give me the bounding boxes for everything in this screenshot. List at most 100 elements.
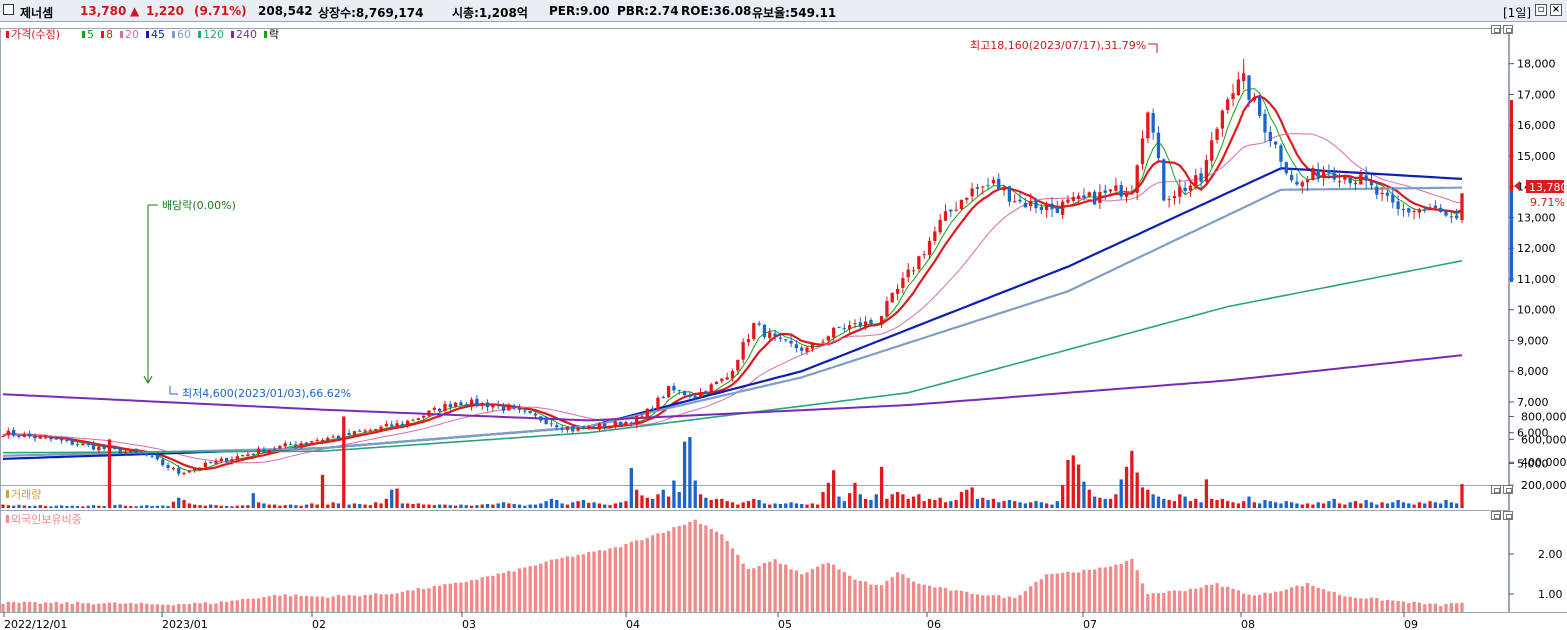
candle-body (283, 443, 287, 447)
dividend-annotation: 배당락(0.00%) (162, 199, 236, 212)
volume-bar (773, 503, 777, 508)
volume-bar (1050, 504, 1054, 508)
candle-body (1210, 140, 1214, 161)
x-tick-label: 04 (626, 618, 640, 630)
volume-bar (214, 505, 218, 508)
candle-body (1023, 202, 1028, 208)
window-restore-icon[interactable]: ▫ (1535, 4, 1547, 16)
range-bar-up (1510, 100, 1513, 192)
foreign-bar (6, 601, 10, 612)
foreign-bar (693, 519, 697, 612)
foreign-bar (134, 603, 138, 612)
candle-body (1103, 190, 1107, 193)
foreign-bar (789, 569, 793, 612)
volume-bar (757, 499, 761, 508)
volume-bar (879, 466, 884, 508)
select-checkbox[interactable] (3, 4, 14, 15)
price-change-pct: (9.71%) (194, 4, 247, 18)
candle-body (1449, 216, 1454, 218)
x-tick-label: 2023/01 (162, 618, 208, 630)
foreign-bar (294, 594, 298, 612)
foreign-bar (608, 548, 612, 612)
volume-bar (528, 504, 532, 508)
roe-value: ROE:36.08 (681, 4, 752, 18)
price-pane-maximize-icon[interactable] (1491, 25, 1501, 34)
foreign-bar (320, 596, 325, 612)
foreign-bar (161, 604, 165, 612)
candle-body (730, 370, 735, 379)
foreign-bar (730, 548, 735, 612)
volume-bar (448, 505, 452, 508)
foreign-bar (459, 582, 463, 612)
window-close-icon[interactable]: × (1550, 4, 1562, 16)
candle-body (171, 468, 176, 470)
volume-bar (251, 493, 255, 508)
volume-bar (1215, 499, 1219, 508)
foreign-bar (1023, 591, 1028, 612)
foreign-bar (587, 552, 591, 612)
foreign-bar (315, 596, 319, 612)
foreign-bar (533, 565, 538, 612)
foreign-bar (209, 603, 213, 612)
candle-body (1194, 175, 1198, 186)
period-selector[interactable]: [1일] (1503, 6, 1532, 20)
foreign-bar (874, 584, 878, 612)
volume-bar (443, 504, 447, 508)
candle-body (113, 446, 117, 449)
ma240-line (2, 354, 1463, 422)
foreign-bar (1172, 590, 1177, 612)
volume-bar (475, 505, 479, 508)
volume-bar (581, 499, 586, 508)
volume-bar (166, 505, 170, 508)
candle-body (1417, 209, 1422, 213)
candle-body (1045, 204, 1049, 211)
candle-body (1273, 141, 1278, 145)
last-price-label: 13,780 (1529, 181, 1567, 194)
volume-bar (768, 504, 772, 508)
foreign-bar (794, 570, 799, 612)
foreign-bar (1396, 600, 1400, 612)
candle-body (453, 402, 458, 407)
foreign-pane-close-icon[interactable] (1503, 511, 1513, 520)
reserve-ratio: 유보율:549.11 (752, 6, 837, 20)
price-pane-close-icon[interactable] (1503, 25, 1513, 34)
volume-bar (1396, 499, 1400, 508)
price-tick-label: 7,000 (1517, 396, 1549, 409)
foreign-bar (1045, 574, 1049, 612)
foreign-bar (107, 602, 112, 612)
ma240-legend-label: 240 (236, 28, 257, 41)
price-legend-label: 가격(수정) (11, 28, 60, 41)
candle-body (693, 395, 697, 399)
candle-body (139, 452, 144, 455)
foreign-bar (1071, 572, 1075, 612)
candle-body (1034, 200, 1038, 209)
volume-bar (406, 503, 410, 508)
volume-bar (725, 501, 729, 508)
volume-pane-maximize-icon[interactable] (1491, 485, 1501, 494)
foreign-bar (656, 533, 660, 612)
candle-body (59, 438, 64, 441)
foreign-bar (1060, 572, 1065, 612)
volume-pane-close-icon[interactable] (1503, 485, 1513, 494)
foreign-bar (81, 603, 85, 612)
volume-bar (123, 505, 128, 508)
foreign-bar (997, 595, 1001, 612)
foreign-bar (1039, 579, 1043, 612)
foreign-bar (491, 575, 495, 612)
foreign-bar (1055, 573, 1059, 612)
candle-body (1258, 96, 1262, 116)
candle-body (1385, 192, 1390, 196)
candle-body (150, 455, 154, 457)
foreign-bar (155, 604, 160, 612)
volume-bar (821, 491, 825, 508)
foreign-pane-maximize-icon[interactable] (1491, 511, 1501, 520)
foreign-bar (113, 602, 117, 612)
foreign-bar (597, 550, 602, 612)
volume-bar (411, 503, 415, 508)
volume-bar (235, 505, 239, 508)
candle-body (1433, 205, 1438, 209)
candle-body (1082, 195, 1086, 198)
volume-bar (1401, 502, 1406, 508)
volume-bar (1364, 499, 1368, 508)
x-tick-label: 03 (462, 618, 476, 630)
